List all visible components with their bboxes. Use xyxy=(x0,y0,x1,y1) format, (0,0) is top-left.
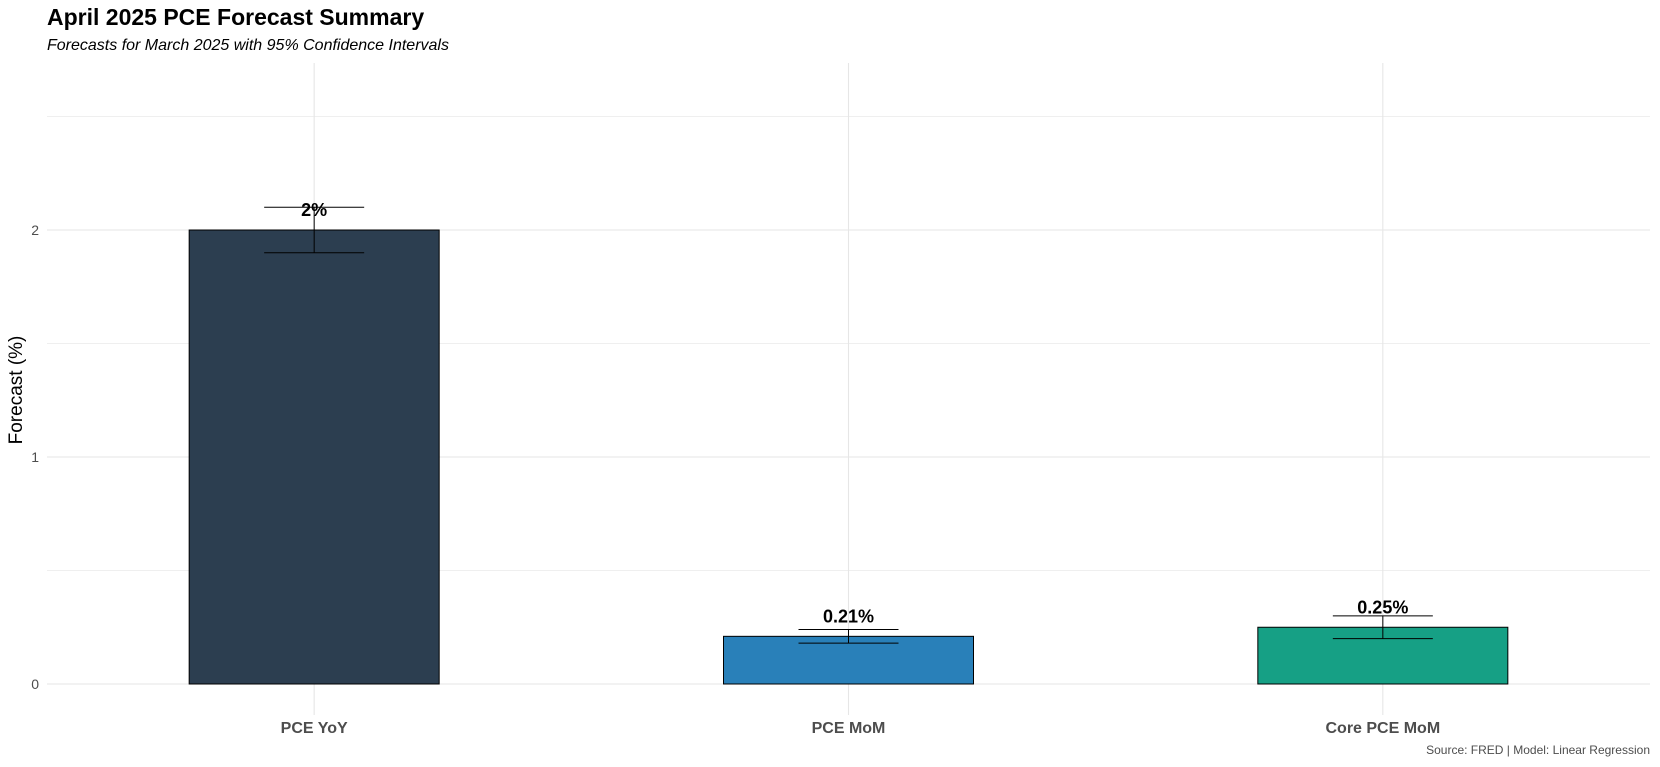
bars xyxy=(188,229,1509,685)
error-bars xyxy=(264,206,1433,644)
x-tick-label: Core PCE MoM xyxy=(1325,720,1440,737)
value-label: 2% xyxy=(301,200,327,220)
y-tick-label: 0 xyxy=(31,676,39,692)
bar xyxy=(188,229,440,685)
chart-title: April 2025 PCE Forecast Summary xyxy=(47,4,425,30)
y-tick-label: 2 xyxy=(31,222,39,238)
y-axis-label: Forecast (%) xyxy=(6,336,27,445)
value-label: 0.25% xyxy=(1357,597,1408,617)
chart-subtitle: Forecasts for March 2025 with 95% Confid… xyxy=(47,37,449,54)
x-tick-label: PCE YoY xyxy=(281,720,348,737)
chart-caption: Source: FRED | Model: Linear Regression xyxy=(1426,743,1650,757)
x-axis-ticks: PCE YoY PCE MoM Core PCE MoM xyxy=(281,720,1440,737)
value-labels: 2% 0.21% 0.25% xyxy=(301,200,1408,626)
y-tick-label: 1 xyxy=(31,449,39,465)
y-axis-ticks: 0 1 2 xyxy=(31,222,39,692)
x-tick-label: PCE MoM xyxy=(812,720,886,737)
value-label: 0.21% xyxy=(823,606,874,626)
